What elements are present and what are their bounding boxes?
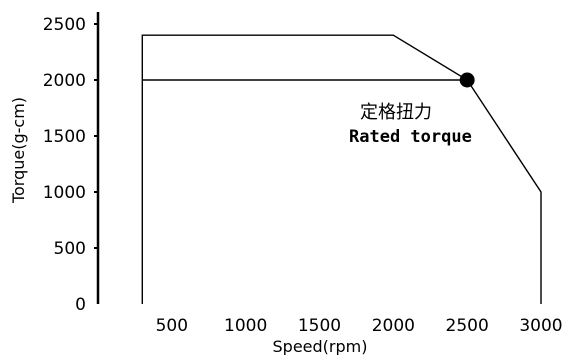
series-layer: [141, 34, 542, 304]
x-axis-title: Speed(rpm): [273, 337, 368, 355]
x-tick-label: 2500: [446, 316, 489, 336]
y-tick-label: 0: [75, 295, 86, 315]
y-tick-label: 2000: [43, 71, 86, 91]
x-tick-label: 3000: [519, 316, 562, 336]
x-tick-label: 1500: [298, 316, 341, 336]
y-tick-label: 1000: [43, 183, 86, 203]
rated-torque-label-cn: 定格扭力: [360, 102, 432, 123]
x-axis-ticks: 500 1000 1500 2000 2500 3000: [156, 316, 563, 336]
x-tick-label: 2000: [372, 316, 415, 336]
torque-envelope-line: [141, 34, 542, 304]
x-tick-label: 500: [156, 316, 188, 336]
y-tick-label: 500: [54, 239, 86, 259]
y-axis-title: Torque(g-cm): [9, 97, 28, 204]
y-tick-label: 2500: [43, 15, 86, 35]
x-tick-label: 1000: [224, 316, 267, 336]
rated-torque-label-en: Rated torque: [349, 127, 472, 147]
y-axis-ticks: 0 500 1000 1500 2000 2500: [43, 15, 98, 315]
y-tick-label: 1500: [43, 127, 86, 147]
rated-torque-point: [459, 72, 475, 88]
